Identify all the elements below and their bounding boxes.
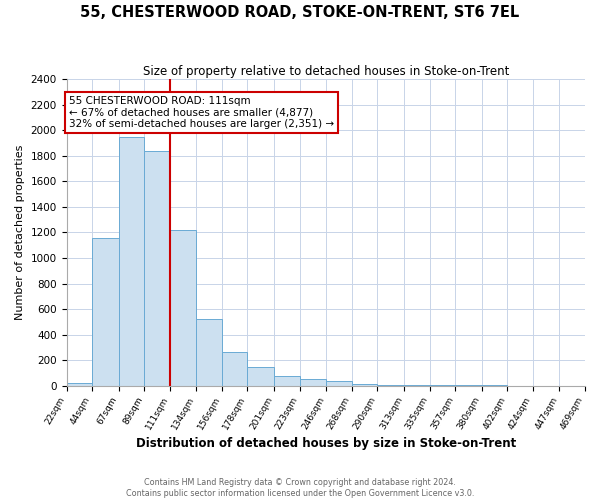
X-axis label: Distribution of detached houses by size in Stoke-on-Trent: Distribution of detached houses by size …	[136, 437, 516, 450]
Text: 55 CHESTERWOOD ROAD: 111sqm
← 67% of detached houses are smaller (4,877)
32% of : 55 CHESTERWOOD ROAD: 111sqm ← 67% of det…	[69, 96, 334, 129]
Text: 55, CHESTERWOOD ROAD, STOKE-ON-TRENT, ST6 7EL: 55, CHESTERWOOD ROAD, STOKE-ON-TRENT, ST…	[80, 5, 520, 20]
Bar	[404, 385, 430, 386]
Text: Contains HM Land Registry data © Crown copyright and database right 2024.
Contai: Contains HM Land Registry data © Crown c…	[126, 478, 474, 498]
Bar	[67, 382, 92, 386]
Bar	[170, 230, 196, 386]
Bar	[299, 380, 326, 386]
Y-axis label: Number of detached properties: Number of detached properties	[15, 145, 25, 320]
Bar	[222, 352, 247, 386]
Bar	[377, 384, 404, 386]
Bar	[196, 320, 222, 386]
Bar	[119, 136, 144, 386]
Bar	[326, 381, 352, 386]
Bar	[274, 376, 299, 386]
Bar	[144, 150, 170, 386]
Bar	[247, 367, 274, 386]
Bar	[92, 238, 119, 386]
Bar	[352, 384, 377, 386]
Title: Size of property relative to detached houses in Stoke-on-Trent: Size of property relative to detached ho…	[143, 65, 509, 78]
